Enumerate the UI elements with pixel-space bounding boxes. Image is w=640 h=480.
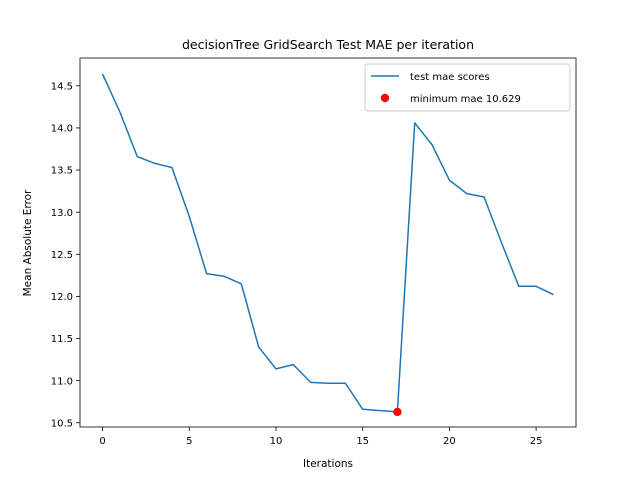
x-axis-label: Iterations xyxy=(303,458,353,470)
x-tick-label: 5 xyxy=(186,436,192,447)
y-tick-label: 12.5 xyxy=(51,250,73,261)
axes: 0 5 10 15 20 25 10.5 11.0 11.5 12.0 12.5 13.0 13.5 14… xyxy=(51,57,577,447)
x-tick-label: 20 xyxy=(443,436,456,447)
y-tick-label: 13.5 xyxy=(51,166,73,177)
y-tick-label: 11.0 xyxy=(51,376,73,387)
x-tick-label: 25 xyxy=(530,436,543,447)
legend-point-marker xyxy=(380,93,390,103)
y-axis-label: Mean Absolute Error xyxy=(22,189,34,296)
legend-entry-label: test mae scores xyxy=(410,72,490,83)
y-tick-label: 14.0 xyxy=(51,124,73,135)
plot-area xyxy=(101,73,554,417)
y-tick-label: 14.5 xyxy=(51,81,73,92)
y-tick-label: 12.0 xyxy=(51,292,73,303)
minimum-point xyxy=(393,407,402,417)
y-tick-label: 13.0 xyxy=(51,208,73,219)
x-tick-label: 0 xyxy=(99,436,105,447)
y-tick-label: 10.5 xyxy=(51,418,73,429)
legend: test mae scores minimum mae 10.629 xyxy=(364,63,571,112)
y-tick-label: 11.5 xyxy=(51,334,73,345)
axes-frame xyxy=(79,57,577,428)
x-tick-label: 15 xyxy=(356,436,369,447)
legend-entry-label: minimum mae 10.629 xyxy=(410,94,521,105)
series-line xyxy=(101,73,554,413)
legend-box xyxy=(364,63,571,112)
chart-title: decisionTree GridSearch Test MAE per ite… xyxy=(182,37,474,52)
x-tick-label: 10 xyxy=(270,436,283,447)
